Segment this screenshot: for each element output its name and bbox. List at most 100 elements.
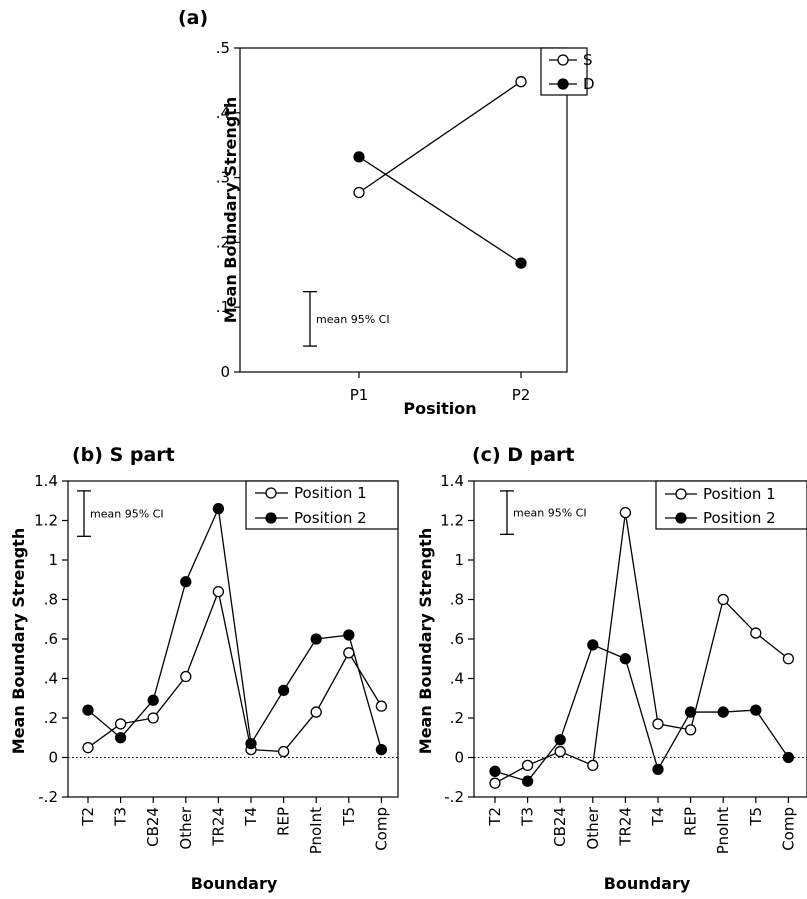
x-tick-label: P1 (350, 386, 369, 404)
x-tick-label: PnoInt (714, 807, 732, 854)
data-point-filled (515, 257, 527, 269)
x-tick-label: T4 (649, 807, 667, 827)
y-tick-label: .8 (44, 591, 58, 609)
x-tick-label: Comp (372, 807, 390, 851)
data-point-open (782, 653, 795, 665)
data-point-open (515, 76, 527, 88)
data-point-filled (750, 704, 762, 716)
legend-label: Position 2 (294, 509, 367, 527)
x-tick-label: T3 (112, 807, 130, 827)
data-point-filled (82, 704, 94, 716)
series-line-filled (494, 644, 789, 782)
y-tick-label: .8 (450, 591, 464, 609)
x-tick-label: TR24 (209, 807, 227, 847)
data-point-open (375, 700, 388, 712)
y-tick-label: .3 (216, 169, 230, 187)
data-point-open (717, 593, 729, 606)
data-point-filled (180, 576, 192, 588)
data-point-filled (245, 738, 257, 750)
panel-label: (b) S part (72, 444, 175, 466)
x-tick-label: TR24 (616, 807, 634, 847)
data-point-open (554, 745, 566, 758)
data-point-filled (717, 706, 729, 718)
y-tick-label: 1 (454, 551, 464, 569)
legend-marker (675, 512, 687, 524)
x-tick-label: T5 (340, 807, 358, 827)
data-point-filled (277, 684, 290, 696)
y-tick-label: .4 (44, 670, 58, 688)
y-tick-label: 1.4 (440, 472, 464, 490)
data-point-filled (212, 502, 225, 515)
data-point-filled (310, 633, 322, 645)
y-axis-title: Mean Boundary Strength (9, 528, 28, 754)
series-line-filled (87, 506, 383, 750)
data-point-open (489, 777, 501, 789)
ci-label: mean 95% CI (90, 508, 164, 521)
x-tick-label: T4 (242, 807, 260, 827)
x-tick-label: CB24 (551, 807, 569, 847)
data-point-open (353, 186, 365, 199)
legend-marker (557, 54, 569, 66)
x-tick-label: Comp (779, 807, 797, 851)
x-tick-label: P2 (512, 386, 531, 404)
data-point-open (212, 585, 225, 598)
x-axis-title: Boundary (604, 874, 691, 893)
y-tick-label: 1.2 (34, 512, 58, 530)
x-tick-label: T5 (747, 807, 765, 827)
series-line-open (87, 589, 382, 753)
y-axis-title: Mean Boundary Strength (416, 528, 435, 754)
data-point-filled (652, 763, 664, 775)
data-point-filled (147, 694, 159, 706)
data-point-filled (684, 706, 697, 718)
plot-frame (239, 47, 568, 373)
x-axis-title: Position (403, 399, 476, 418)
x-tick-label: T3 (519, 807, 537, 827)
y-tick-label: 0 (454, 749, 464, 767)
y-axis-title: Mean Boundary Strength (221, 97, 240, 323)
panel-b: (b) S part -.2 0 .2 .4 .6 .8 1 1.2 1.4 Mean Bounda… (9, 444, 399, 893)
panel-a: (a) 0 .1 .2 .3 .4 .5 Mean Boundary Strength P1 P2… (178, 7, 595, 418)
y-tick-label: 0 (48, 749, 58, 767)
y-tick-label: 1.4 (34, 472, 58, 490)
data-point-open (684, 724, 697, 736)
y-tick-label: 0 (220, 363, 230, 381)
y-tick-label: .4 (216, 104, 230, 122)
y-tick-label: .1 (216, 298, 230, 316)
data-point-filled (375, 743, 388, 756)
y-tick-label: .6 (450, 630, 464, 648)
ci-label: mean 95% CI (513, 507, 587, 520)
legend-marker (557, 78, 569, 90)
legend-marker (265, 512, 277, 524)
x-axis-title: Boundary (191, 874, 278, 893)
data-point-open (521, 759, 534, 772)
x-tick-label: CB24 (144, 807, 162, 847)
data-point-filled (343, 629, 355, 641)
legend-label: Position 1 (294, 484, 367, 502)
y-tick-label: .2 (216, 233, 230, 251)
data-point-open (619, 506, 632, 519)
legend-label: S (583, 51, 593, 69)
data-point-open (180, 670, 192, 683)
data-point-filled (554, 734, 566, 746)
y-tick-label: .5 (216, 39, 230, 57)
data-point-open (82, 741, 94, 754)
series-line-open (358, 81, 522, 194)
data-point-filled (353, 151, 365, 163)
panel-label: (c) D part (472, 444, 575, 466)
data-point-filled (114, 732, 127, 744)
data-point-open (343, 647, 355, 659)
data-point-filled (587, 639, 599, 651)
legend-label: Position 1 (703, 485, 776, 503)
y-tick-label: .6 (44, 630, 58, 648)
legend-marker (675, 488, 687, 500)
y-tick-label: -.2 (444, 788, 464, 806)
y-tick-label: 1.2 (440, 512, 464, 530)
ci-label: mean 95% CI (316, 313, 390, 326)
data-point-open (277, 745, 290, 758)
x-tick-label: PnoInt (307, 807, 325, 854)
panel-label: (a) (178, 7, 208, 29)
y-tick-label: .4 (450, 670, 464, 688)
legend-marker (265, 487, 277, 499)
y-tick-label: .2 (44, 709, 58, 727)
